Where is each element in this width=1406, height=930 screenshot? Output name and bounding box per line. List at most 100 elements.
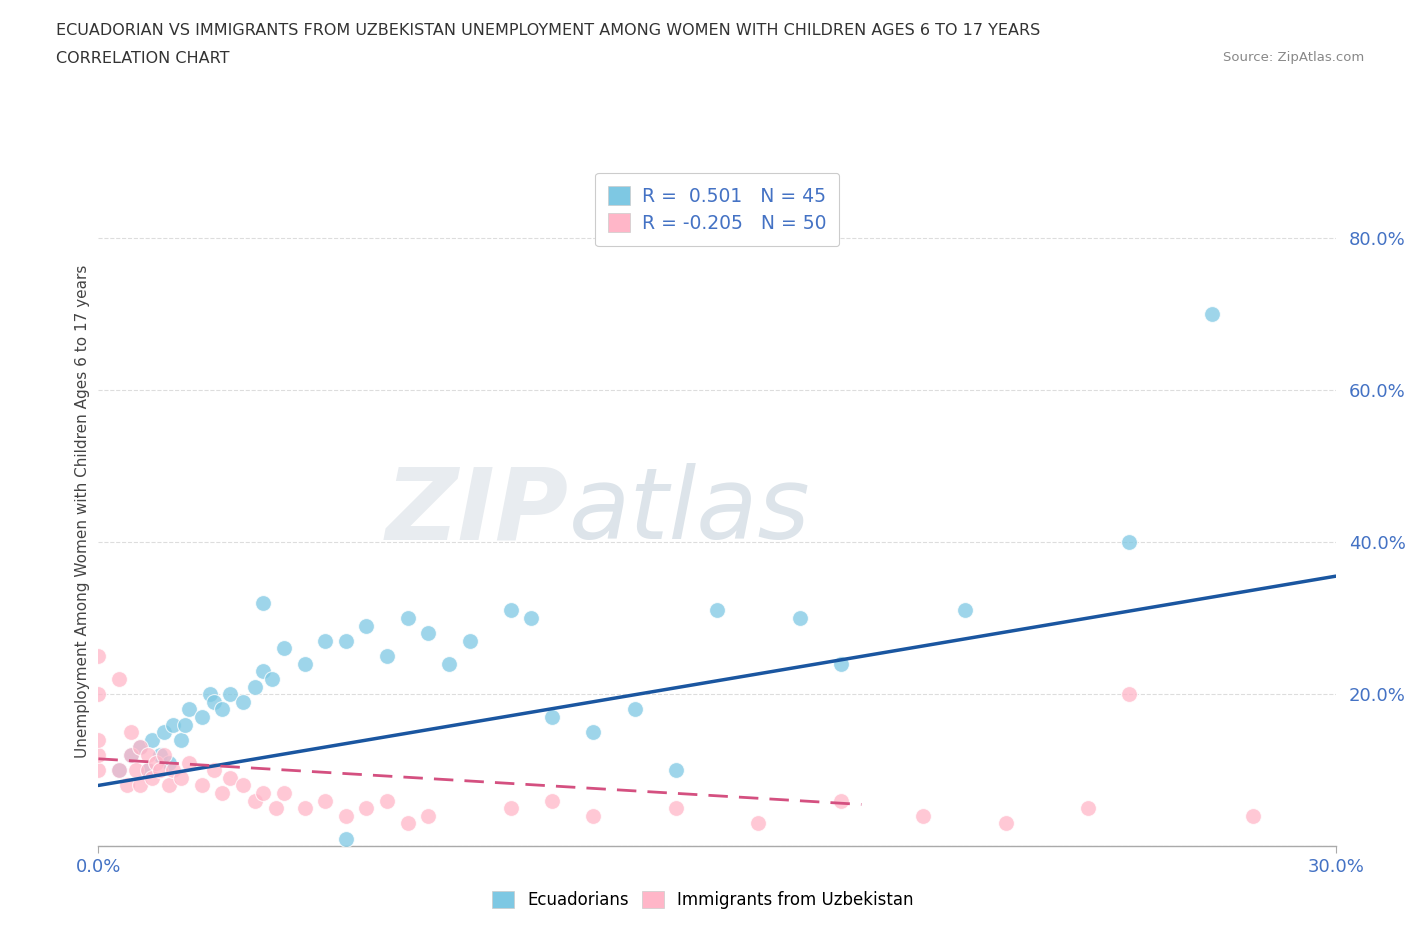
Point — [136, 763, 159, 777]
Point — [232, 778, 254, 793]
Point — [162, 763, 184, 777]
Point — [149, 748, 172, 763]
Point — [541, 793, 564, 808]
Text: ZIP: ZIP — [385, 463, 568, 560]
Point — [665, 763, 688, 777]
Point — [190, 710, 212, 724]
Point — [87, 648, 110, 663]
Point — [120, 748, 142, 763]
Point — [260, 671, 283, 686]
Point — [418, 808, 440, 823]
Point — [830, 657, 852, 671]
Point — [128, 740, 150, 755]
Point — [179, 702, 201, 717]
Point — [994, 816, 1017, 830]
Point — [314, 793, 336, 808]
Point — [153, 724, 176, 739]
Point — [375, 793, 398, 808]
Point — [582, 724, 605, 739]
Point — [458, 633, 481, 648]
Point — [273, 641, 295, 656]
Point — [252, 786, 274, 801]
Point — [418, 626, 440, 641]
Point — [87, 748, 110, 763]
Point — [145, 755, 167, 770]
Point — [157, 755, 180, 770]
Point — [157, 778, 180, 793]
Point — [1241, 808, 1264, 823]
Legend: R =  0.501   N = 45, R = -0.205   N = 50: R = 0.501 N = 45, R = -0.205 N = 50 — [595, 173, 839, 246]
Text: CORRELATION CHART: CORRELATION CHART — [56, 51, 229, 66]
Point — [314, 633, 336, 648]
Point — [124, 763, 146, 777]
Point — [375, 648, 398, 663]
Point — [211, 786, 233, 801]
Point — [141, 770, 163, 785]
Point — [108, 763, 131, 777]
Point — [437, 657, 460, 671]
Point — [294, 657, 316, 671]
Point — [136, 748, 159, 763]
Point — [87, 732, 110, 747]
Point — [120, 724, 142, 739]
Text: ECUADORIAN VS IMMIGRANTS FROM UZBEKISTAN UNEMPLOYMENT AMONG WOMEN WITH CHILDREN : ECUADORIAN VS IMMIGRANTS FROM UZBEKISTAN… — [56, 23, 1040, 38]
Point — [789, 611, 811, 626]
Point — [128, 778, 150, 793]
Point — [87, 763, 110, 777]
Point — [162, 717, 184, 732]
Point — [141, 732, 163, 747]
Point — [136, 763, 159, 777]
Point — [179, 755, 201, 770]
Point — [294, 801, 316, 816]
Point — [747, 816, 769, 830]
Point — [128, 740, 150, 755]
Point — [153, 748, 176, 763]
Point — [335, 831, 357, 846]
Point — [202, 695, 225, 710]
Point — [243, 679, 266, 694]
Point — [1118, 535, 1140, 550]
Point — [706, 603, 728, 618]
Point — [174, 717, 197, 732]
Point — [202, 763, 225, 777]
Point — [912, 808, 935, 823]
Point — [252, 595, 274, 610]
Point — [335, 808, 357, 823]
Point — [273, 786, 295, 801]
Point — [170, 732, 193, 747]
Point — [243, 793, 266, 808]
Legend: Ecuadorians, Immigrants from Uzbekistan: Ecuadorians, Immigrants from Uzbekistan — [484, 883, 922, 917]
Point — [252, 664, 274, 679]
Point — [219, 770, 242, 785]
Point — [108, 763, 131, 777]
Point — [396, 611, 419, 626]
Point — [232, 695, 254, 710]
Point — [117, 778, 139, 793]
Point — [149, 763, 172, 777]
Point — [1118, 686, 1140, 701]
Point — [108, 671, 131, 686]
Point — [198, 686, 221, 701]
Point — [170, 770, 193, 785]
Point — [190, 778, 212, 793]
Y-axis label: Unemployment Among Women with Children Ages 6 to 17 years: Unemployment Among Women with Children A… — [75, 265, 90, 758]
Point — [665, 801, 688, 816]
Point — [1077, 801, 1099, 816]
Point — [356, 618, 378, 633]
Point — [499, 603, 522, 618]
Point — [499, 801, 522, 816]
Point — [264, 801, 287, 816]
Text: atlas: atlas — [568, 463, 810, 560]
Point — [335, 633, 357, 648]
Point — [541, 710, 564, 724]
Point — [830, 793, 852, 808]
Point — [582, 808, 605, 823]
Point — [953, 603, 976, 618]
Point — [520, 611, 543, 626]
Point — [211, 702, 233, 717]
Point — [120, 748, 142, 763]
Point — [356, 801, 378, 816]
Point — [219, 686, 242, 701]
Point — [1201, 306, 1223, 321]
Text: Source: ZipAtlas.com: Source: ZipAtlas.com — [1223, 51, 1364, 64]
